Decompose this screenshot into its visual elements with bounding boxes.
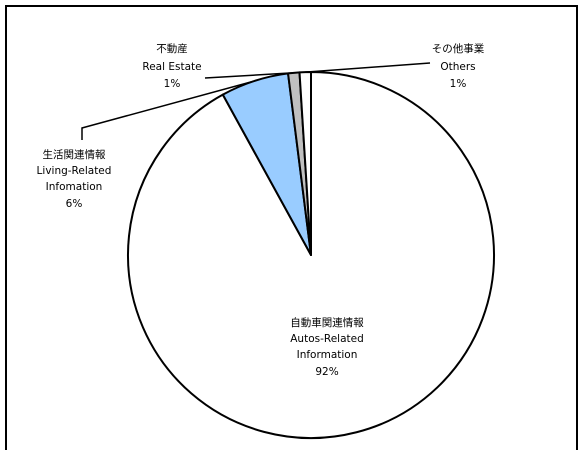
leader-living [81, 80, 255, 140]
label-living-ja: 生活関連情報 [43, 148, 106, 161]
label-realestate-ja: 不動産 [156, 42, 188, 55]
label-others-en: Others [440, 61, 475, 73]
label-realestate-en: Real Estate [142, 61, 201, 73]
label-autos-pct: 92% [315, 366, 338, 378]
label-living-en-2: Infomation [46, 181, 103, 193]
label-living-en-1: Living-Related [37, 165, 112, 177]
label-autos-ja: 自動車関連情報 [290, 316, 364, 329]
label-realestate-pct: 1% [164, 78, 181, 90]
label-others-ja: その他事業 [432, 42, 485, 55]
label-others-pct: 1% [450, 78, 467, 90]
label-autos-en-1: Autos-Related [290, 333, 364, 345]
label-living-pct: 6% [66, 198, 83, 210]
leader-realestate [204, 72, 294, 79]
label-autos-en-2: Information [297, 349, 358, 361]
leader-others [305, 62, 431, 73]
